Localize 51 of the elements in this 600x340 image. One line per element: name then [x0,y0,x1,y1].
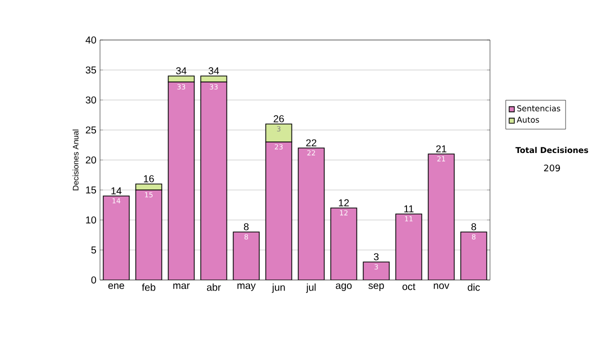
y-tick-label: 5 [91,246,96,254]
bar [460,232,488,280]
x-tick-label: mar [173,284,190,289]
total-label: 34 [208,67,220,74]
x-tick-label: jun [272,284,285,293]
x-tick-label: jul [306,284,316,293]
bar [168,82,194,280]
bar [266,142,292,280]
bar [103,196,130,280]
y-axis-title: Decisiones Anual [72,130,78,190]
total-label: 3 [374,253,379,260]
text: Total Decisiones [515,146,588,154]
bar [136,190,162,280]
bar [363,262,390,280]
total-label: 8 [244,223,249,230]
bar [396,214,422,280]
x-tick-label: ene [108,284,124,289]
y-tick-label: 25 [86,126,96,134]
bar [298,148,324,280]
total-label: 21 [436,145,446,152]
x-tick-label: abr [206,284,221,291]
y-tick-label: 30 [86,96,96,104]
total-label: 16 [144,175,154,182]
bar [233,232,260,280]
x-tick-label: may [237,284,256,291]
y-tick-label: 15 [86,186,96,194]
bar [200,82,227,280]
x-tick-label: dic [468,284,480,291]
total-label: 14 [111,187,122,194]
x-tick-label: nov [434,284,450,289]
total-label: 34 [176,67,187,74]
y-tick-label: 35 [86,66,96,74]
bar [428,154,454,280]
legend-label: Sentencias [517,105,560,112]
bar [265,124,292,142]
y-tick-label: 20 [86,156,96,164]
x-tick-label: oct [402,284,416,290]
total-label: 22 [306,139,316,146]
y-tick-label: 0 [91,276,96,284]
total-label: 11 [404,205,414,212]
text: 209 [544,164,560,172]
total-label: 8 [471,223,476,230]
legend-label: Autos [516,116,540,123]
x-tick-label: feb [142,284,156,291]
total-label: 26 [274,115,284,122]
y-tick-label: 10 [86,216,96,224]
x-tick-label: ago [336,284,352,291]
y-tick-label: 40 [86,36,96,44]
bar [330,208,357,280]
total-label: 12 [338,199,349,206]
x-tick-label: sep [368,284,384,291]
